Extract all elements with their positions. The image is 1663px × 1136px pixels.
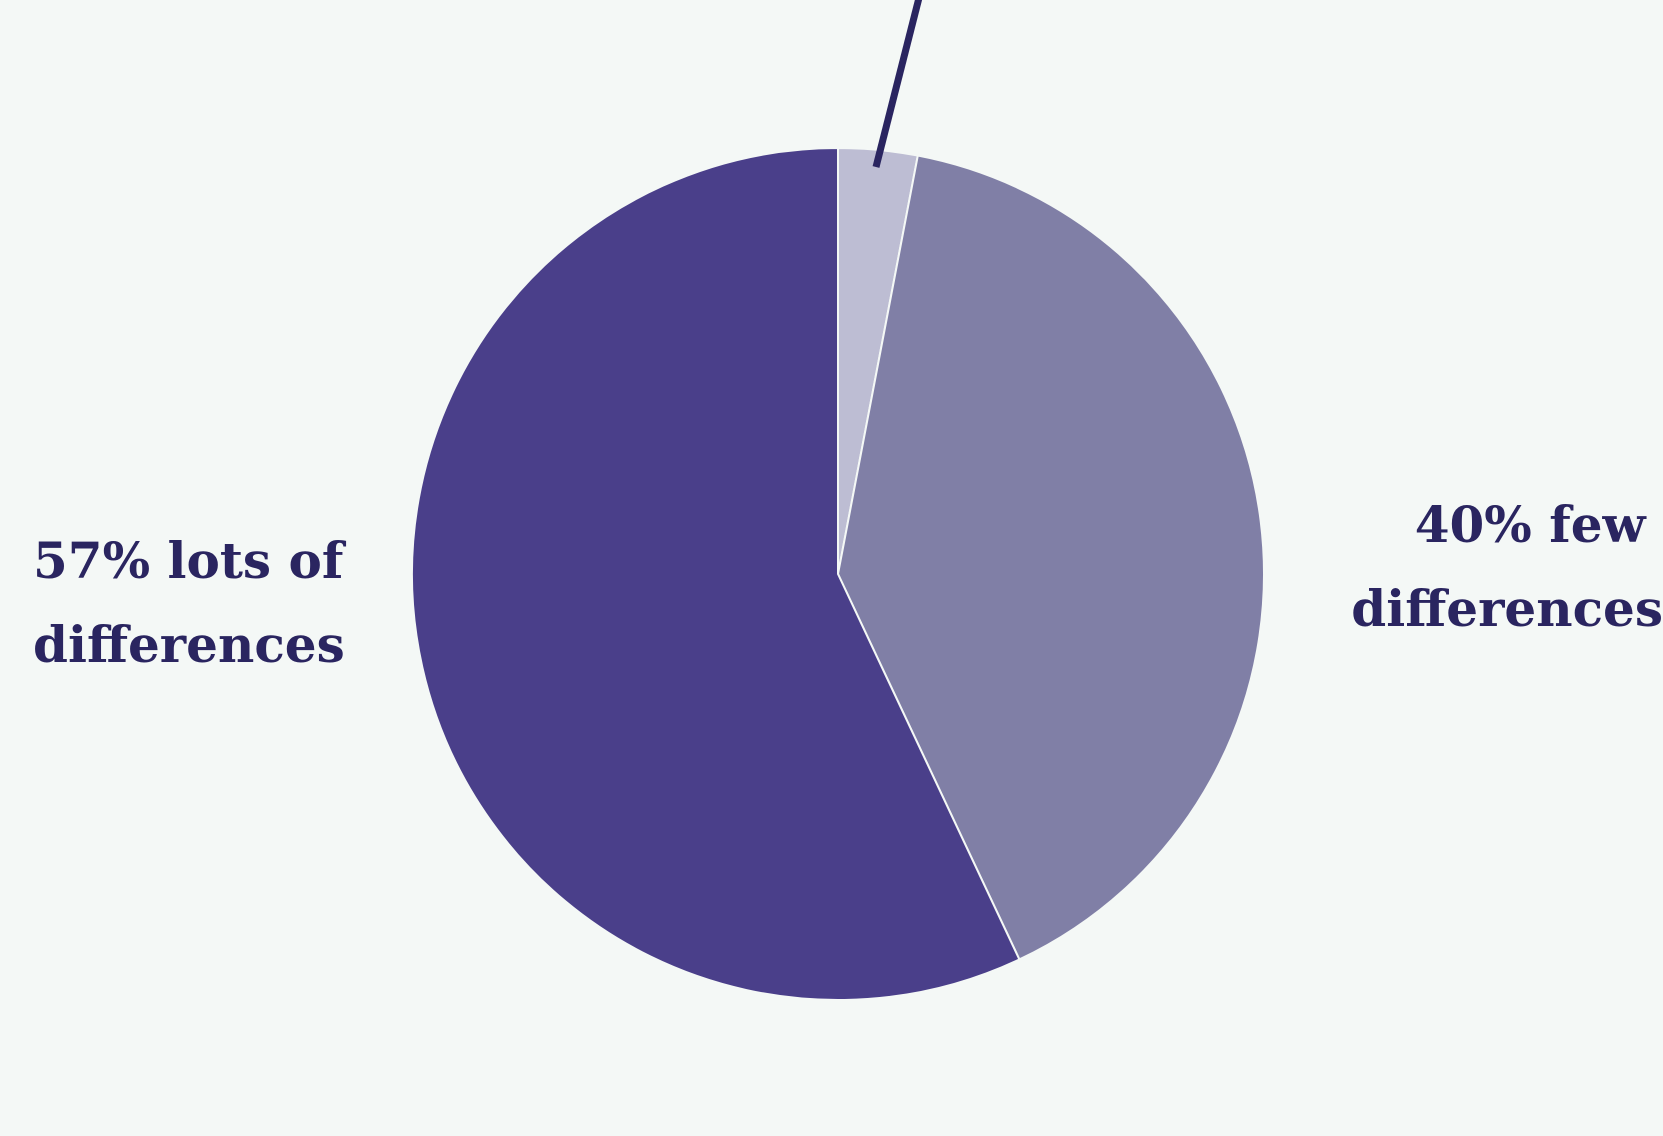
slice-label-lots-line-1: 57% lots of (33, 531, 347, 590)
slice-label-lots: 57% lots of differences (33, 531, 361, 674)
pie-slice-lots (411, 146, 1021, 1001)
slice-label-few-line-2: differences (1351, 579, 1663, 638)
slice-label-few: 40% few differences (1351, 495, 1663, 638)
pie-slices (411, 146, 1265, 1001)
slice-label-few-line-1: 40% few (1415, 495, 1648, 554)
slice-label-lots-line-2: differences (33, 615, 345, 674)
leader-line (872, 0, 923, 168)
pie-slice-few (836, 154, 1265, 961)
